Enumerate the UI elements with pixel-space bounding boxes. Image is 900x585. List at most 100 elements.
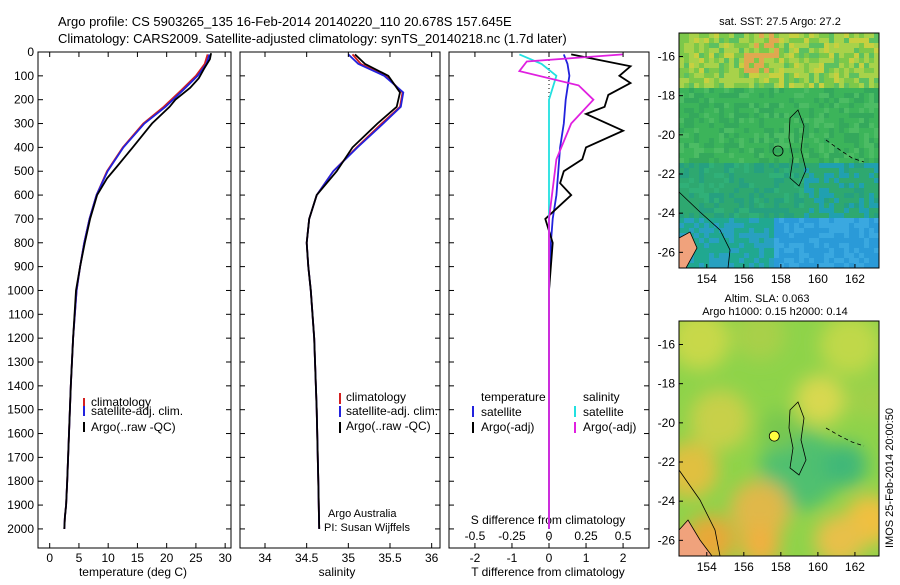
sst-cell (784, 148, 790, 154)
sst-cell (829, 208, 835, 214)
sst-cell (854, 123, 860, 129)
sst-cell (704, 253, 710, 259)
sst-cell (679, 188, 685, 194)
sst-cell (839, 118, 845, 124)
sst-cell (824, 198, 830, 204)
sst-cell (684, 178, 690, 184)
sst-cell (844, 148, 850, 154)
sst-cell (859, 88, 865, 94)
sst-cell (709, 218, 715, 224)
sst-cell (874, 163, 880, 169)
sst-cell (839, 53, 845, 59)
sst-cell (799, 183, 805, 189)
sst-cell (849, 63, 855, 69)
sst-cell (749, 68, 755, 74)
sst-cell (769, 178, 775, 184)
sst-cell (869, 53, 875, 59)
sst-cell (754, 203, 760, 209)
sst-cell (684, 173, 690, 179)
sst-cell (739, 198, 745, 204)
sst-cell (784, 193, 790, 199)
sst-cell (759, 218, 765, 224)
sst-cell (829, 173, 835, 179)
sst-cell (744, 173, 750, 179)
sst-cell (869, 143, 875, 149)
sst-cell (849, 118, 855, 124)
sst-cell (764, 113, 770, 119)
series-line (305, 53, 401, 529)
sst-cell (739, 113, 745, 119)
sst-cell (824, 108, 830, 114)
sst-cell (719, 78, 725, 84)
sst-cell (679, 78, 685, 84)
sst-cell (709, 83, 715, 89)
sst-cell (694, 43, 700, 49)
sst-cell (799, 73, 805, 79)
sst-cell (769, 138, 775, 144)
sst-cell (784, 98, 790, 104)
sst-cell (814, 128, 820, 134)
sst-cell (804, 178, 810, 184)
sst-cell (854, 38, 860, 44)
sst-cell (774, 48, 780, 54)
sst-cell (764, 168, 770, 174)
sst-cell (704, 83, 710, 89)
sst-cell (849, 153, 855, 159)
sst-cell (749, 33, 755, 39)
sst-cell (689, 48, 695, 54)
sst-cell (764, 33, 770, 39)
sst-cell (784, 63, 790, 69)
sst-cell (699, 68, 705, 74)
sst-cell (824, 218, 830, 224)
sst-cell (824, 133, 830, 139)
sst-cell (689, 53, 695, 59)
sst-map-axes: 154 156 158 160 162-16-18-20-22-24-26 (658, 50, 866, 287)
sst-cell (809, 73, 815, 79)
sst-cell (794, 123, 800, 129)
sst-cell (804, 223, 810, 229)
sst-cell (809, 143, 815, 149)
sst-cell (714, 33, 720, 39)
sst-cell (844, 213, 850, 219)
sst-cell (824, 183, 830, 189)
sst-cell (834, 68, 840, 74)
sst-cell (864, 148, 870, 154)
sst-cell (849, 38, 855, 44)
sst-cell (854, 198, 860, 204)
sst-cell (714, 93, 720, 99)
sst-cell (704, 33, 710, 39)
sst-cell (794, 193, 800, 199)
plot-frame (239, 51, 441, 549)
sst-cell (819, 53, 825, 59)
sst-cell (814, 138, 820, 144)
sst-cell (869, 148, 875, 154)
sst-cell (804, 168, 810, 174)
sst-cell (694, 263, 700, 269)
sst-cell (689, 63, 695, 69)
sst-cell (724, 148, 730, 154)
sst-cell (854, 148, 860, 154)
sst-cell (699, 108, 705, 114)
sst-cell (774, 93, 780, 99)
sst-cell (779, 238, 785, 244)
sst-cell (694, 58, 700, 64)
sst-cell (859, 248, 865, 254)
sst-cell (839, 103, 845, 109)
sst-cell (754, 48, 760, 54)
sst-cell (774, 158, 780, 164)
sst-cell (859, 223, 865, 229)
sst-cell (804, 253, 810, 259)
sst-cell (694, 83, 700, 89)
sst-cell (684, 108, 690, 114)
sst-cell (689, 183, 695, 189)
y-tick-label: -20 (658, 128, 676, 142)
sst-cell (679, 43, 685, 49)
sst-cell (754, 93, 760, 99)
sst-cell (749, 183, 755, 189)
sst-cell (734, 73, 740, 79)
sst-cell (864, 218, 870, 224)
sst-cell (734, 53, 740, 59)
sst-cell (859, 173, 865, 179)
sst-cell (844, 228, 850, 234)
sla-blob (823, 443, 867, 487)
